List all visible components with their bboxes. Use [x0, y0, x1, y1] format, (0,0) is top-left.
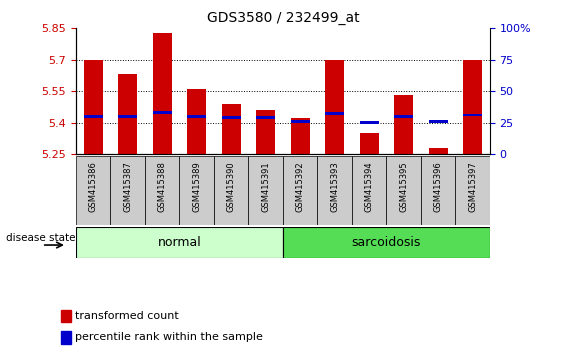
Bar: [187, 89, 206, 154]
Bar: [394, 95, 413, 154]
Bar: [222, 104, 240, 154]
FancyBboxPatch shape: [214, 156, 248, 225]
Text: GSM415387: GSM415387: [123, 161, 132, 212]
Bar: [325, 113, 344, 115]
Text: disease state: disease state: [6, 233, 75, 243]
Bar: [256, 116, 275, 119]
Text: GSM415391: GSM415391: [261, 161, 270, 212]
Text: GSM415395: GSM415395: [399, 161, 408, 212]
Bar: [187, 115, 206, 118]
FancyBboxPatch shape: [455, 156, 490, 225]
Bar: [428, 120, 448, 123]
Text: GSM415390: GSM415390: [227, 161, 236, 212]
Text: normal: normal: [158, 236, 202, 249]
FancyBboxPatch shape: [352, 156, 386, 225]
Bar: [153, 33, 172, 154]
FancyBboxPatch shape: [180, 156, 214, 225]
Title: GDS3580 / 232499_at: GDS3580 / 232499_at: [207, 11, 359, 24]
Bar: [153, 111, 172, 114]
Bar: [61, 309, 71, 322]
Text: GSM415392: GSM415392: [296, 161, 305, 212]
FancyBboxPatch shape: [283, 156, 318, 225]
Bar: [291, 120, 310, 123]
FancyBboxPatch shape: [283, 227, 490, 258]
Text: GSM415397: GSM415397: [468, 161, 477, 212]
FancyBboxPatch shape: [76, 156, 110, 225]
Bar: [325, 60, 344, 154]
Bar: [222, 116, 240, 119]
FancyBboxPatch shape: [386, 156, 421, 225]
Bar: [463, 60, 482, 154]
Bar: [360, 133, 378, 154]
FancyBboxPatch shape: [248, 156, 283, 225]
Bar: [256, 110, 275, 154]
Text: GSM415394: GSM415394: [365, 161, 374, 212]
Bar: [360, 121, 378, 124]
Bar: [463, 114, 482, 116]
Bar: [428, 148, 448, 154]
Bar: [394, 115, 413, 118]
Text: GSM415388: GSM415388: [158, 161, 167, 212]
Bar: [118, 115, 137, 118]
Bar: [84, 115, 102, 118]
Text: sarcoidosis: sarcoidosis: [352, 236, 421, 249]
FancyBboxPatch shape: [110, 156, 145, 225]
Text: GSM415393: GSM415393: [330, 161, 339, 212]
Bar: [291, 118, 310, 154]
Bar: [118, 74, 137, 154]
Text: transformed count: transformed count: [75, 311, 179, 321]
FancyBboxPatch shape: [421, 156, 455, 225]
Text: GSM415389: GSM415389: [192, 161, 201, 212]
FancyBboxPatch shape: [318, 156, 352, 225]
Text: GSM415396: GSM415396: [434, 161, 443, 212]
Bar: [84, 60, 102, 154]
FancyBboxPatch shape: [76, 227, 283, 258]
FancyBboxPatch shape: [145, 156, 180, 225]
Text: GSM415386: GSM415386: [89, 161, 98, 212]
Text: percentile rank within the sample: percentile rank within the sample: [75, 332, 263, 342]
Bar: [61, 331, 71, 343]
